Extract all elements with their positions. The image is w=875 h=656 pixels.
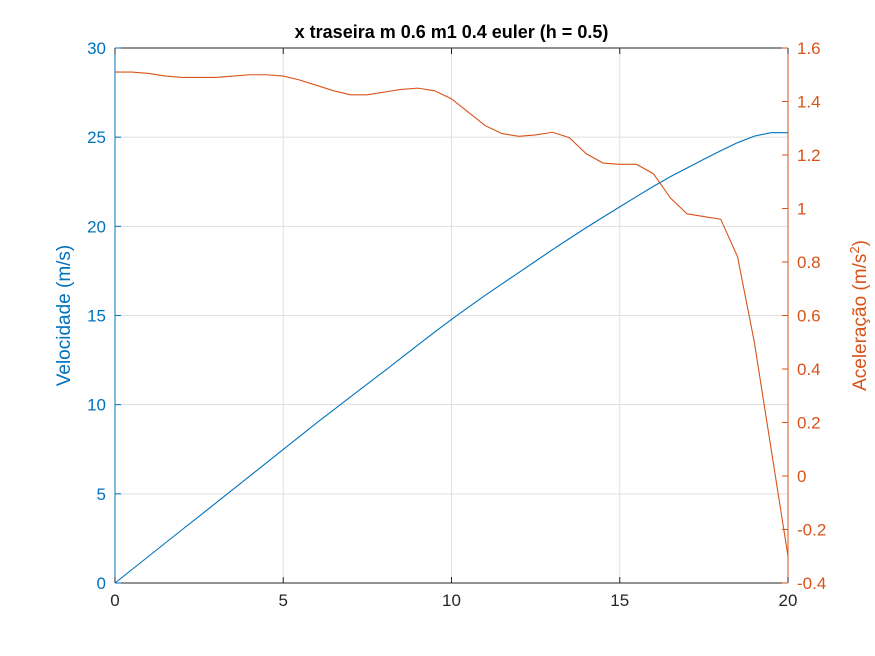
y-axis-label-right-sup: 2 [847, 246, 862, 253]
y-tick-label-left: 15 [87, 307, 106, 326]
y-axis-label-right-main: Aceleração (m/s [850, 254, 871, 391]
y-tick-label-right: 1.6 [797, 39, 821, 58]
velocidade-series-line [114, 132, 788, 584]
y-axis-label-left: Velocidade (m/s) [54, 245, 75, 387]
y-axis-label-right: Aceleração (m/s2) [847, 240, 872, 391]
y-tick-label-right: 1.2 [797, 146, 821, 165]
y-tick-label-left: 10 [87, 396, 106, 415]
y-tick-label-right: 1.4 [797, 93, 821, 112]
x-tick-label: 0 [110, 591, 119, 610]
y-tick-label-left: 30 [87, 39, 106, 58]
x-tick-label: 20 [779, 591, 798, 610]
x-tick-label: 5 [279, 591, 288, 610]
y-tick-label-right: 0.2 [797, 414, 821, 433]
y-tick-label-right: 0.8 [797, 253, 821, 272]
chart-title: x traseira m 0.6 m1 0.4 euler (h = 0.5) [295, 22, 609, 42]
x-tick-label: 15 [610, 591, 629, 610]
y-tick-label-right: 0 [797, 467, 806, 486]
x-tick-label: 10 [442, 591, 461, 610]
y-tick-label-left: 20 [87, 217, 106, 236]
aceleracao-series-line [115, 71, 789, 557]
y-tick-label-right: 0.6 [797, 307, 821, 326]
series-layer [114, 71, 789, 584]
axes: 0 5 10 15 20 0 5 10 15 20 25 30 -0.4 -0.2 0 0.2 0.4 0.6 0.… [87, 39, 826, 610]
y-tick-label-right: 0.4 [797, 360, 821, 379]
y-tick-label-right: 1 [797, 200, 806, 219]
y-tick-label-left: 25 [87, 128, 106, 147]
y-tick-label-left: 5 [97, 485, 106, 504]
y-tick-label-right: -0.2 [797, 521, 826, 540]
y-tick-label-left: 0 [97, 574, 106, 593]
y-tick-label-right: -0.4 [797, 574, 826, 593]
y-axis-label-right-end: ) [850, 240, 871, 246]
